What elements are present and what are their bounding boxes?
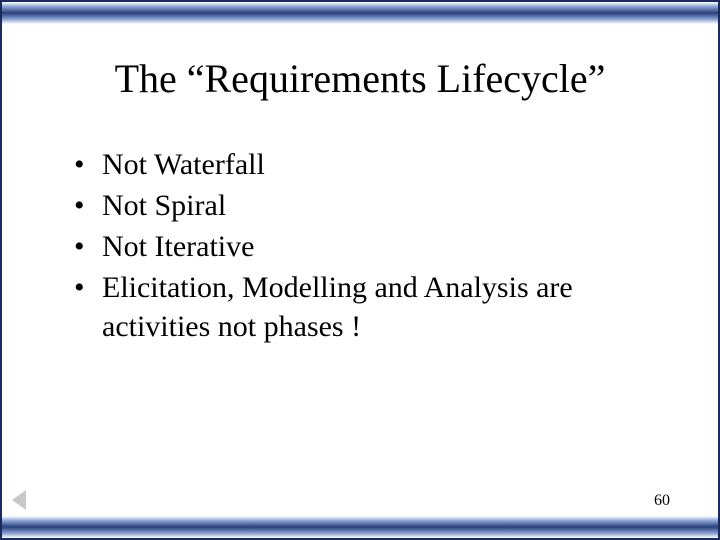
list-item: • Elicitation, Modelling and Analysis ar… — [70, 268, 660, 346]
list-item: • Not Spiral — [70, 186, 660, 225]
previous-arrow-icon[interactable] — [12, 490, 26, 510]
bullet-dot: • — [70, 186, 102, 225]
bullet-dot: • — [70, 268, 102, 307]
list-item: • Not Iterative — [70, 227, 660, 266]
bullet-text: Not Waterfall — [102, 145, 660, 184]
slide-title: The “Requirements Lifecycle” — [0, 55, 720, 102]
bullet-list: • Not Waterfall • Not Spiral • Not Itera… — [70, 145, 660, 348]
bullet-dot: • — [70, 227, 102, 266]
top-decorative-bar — [2, 2, 718, 24]
page-number: 60 — [654, 492, 670, 510]
bullet-text: Not Spiral — [102, 186, 660, 225]
bullet-dot: • — [70, 145, 102, 184]
bullet-text: Elicitation, Modelling and Analysis are … — [102, 268, 660, 346]
list-item: • Not Waterfall — [70, 145, 660, 184]
bullet-text: Not Iterative — [102, 227, 660, 266]
bottom-decorative-bar — [2, 516, 718, 538]
